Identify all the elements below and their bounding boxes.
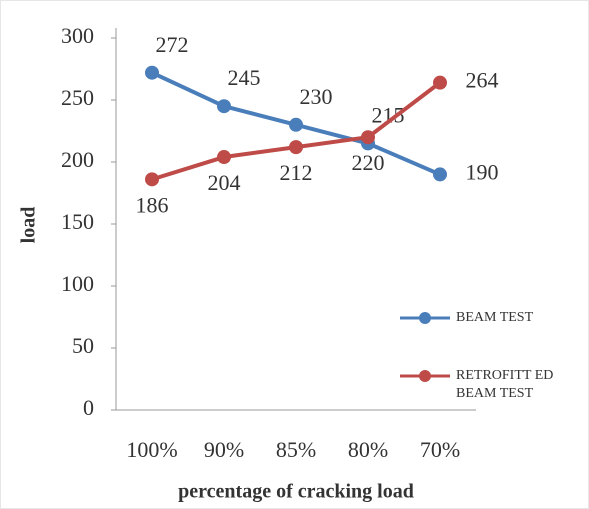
x-tick-label: 80% <box>348 437 388 462</box>
data-label: 204 <box>208 170 241 195</box>
x-axis-title: percentage of cracking load <box>178 481 414 503</box>
x-tick-label: 90% <box>204 437 244 462</box>
data-label: 190 <box>466 159 499 184</box>
y-tick-label: 50 <box>72 333 94 358</box>
legend-label: BEAM TEST <box>456 310 534 325</box>
marker <box>217 150 231 165</box>
legend-label: RETROFITT ED BEAM TEST <box>456 368 554 401</box>
marker <box>289 140 303 155</box>
y-tick-label: 100 <box>61 271 94 296</box>
legend-swatch <box>400 312 450 324</box>
legend-swatch <box>400 370 450 382</box>
legend-entry: BEAM TEST <box>400 309 586 327</box>
data-label: 230 <box>300 84 333 109</box>
marker <box>217 99 231 114</box>
marker <box>145 172 159 187</box>
x-tick-label: 100% <box>126 437 177 462</box>
data-label: 272 <box>156 32 189 57</box>
y-axis-title: load <box>18 207 40 244</box>
data-label: 264 <box>466 68 499 93</box>
y-tick-label: 300 <box>61 23 94 48</box>
data-label: 212 <box>280 160 313 185</box>
y-tick-label: 200 <box>61 147 94 172</box>
x-tick-label: 85% <box>276 437 316 462</box>
marker <box>289 117 303 132</box>
data-label: 245 <box>228 65 261 90</box>
y-tick-label: 0 <box>83 395 94 420</box>
data-label: 220 <box>352 150 385 175</box>
y-tick-label: 250 <box>61 85 94 110</box>
legend-entry: RETROFITT ED BEAM TEST <box>400 367 586 403</box>
marker <box>433 75 447 90</box>
marker <box>145 65 159 80</box>
data-label: 186 <box>136 192 169 217</box>
marker <box>361 130 375 145</box>
y-tick-label: 150 <box>61 209 94 234</box>
x-tick-label: 70% <box>420 437 460 462</box>
marker <box>433 167 447 182</box>
